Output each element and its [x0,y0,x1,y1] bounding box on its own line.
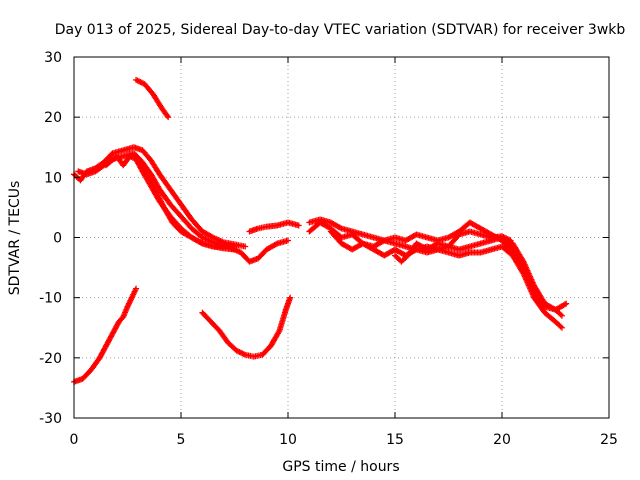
y-tick-label: 30 [44,50,62,66]
data-point [242,243,249,250]
data-point [165,114,172,121]
data-point [561,301,568,308]
series-arc-high [133,76,172,121]
y-axis-label: SDTVAR / TECUs [7,181,23,296]
y-tick-label: -10 [39,291,62,307]
y-tick-label: 0 [53,231,62,247]
data-point [272,241,279,248]
axes-ticks: 0 5 10 15 20 25 -30 -20 -10 0 10 20 30 [39,50,618,448]
data-point [557,311,564,318]
data-point [558,324,565,331]
data-point [558,312,565,319]
chart-title: Day 013 of 2025, Sidereal Day-to-day VTE… [55,22,626,38]
x-axis-label: GPS time / hours [282,459,399,475]
data-point [337,224,344,231]
y-tick-label: -20 [39,351,62,367]
data-point [295,222,302,229]
x-tick-label: 0 [70,432,79,448]
x-tick-label: 25 [600,432,618,448]
x-tick-label: 5 [177,432,186,448]
series-arc-mid-d [135,156,291,265]
data-point [563,300,570,307]
x-tick-label: 15 [386,432,404,448]
data-point [285,237,291,244]
data-point [507,237,514,244]
data-point [557,323,564,330]
y-tick-label: 20 [44,110,62,126]
data-point [198,239,205,246]
series-arc-low-rise [71,285,140,385]
y-tick-label: -30 [39,411,62,427]
series-arc-long-c [306,219,570,313]
data-series [71,76,570,385]
data-point [287,294,294,301]
series-arc-long-e [392,228,514,265]
x-tick-label: 10 [279,432,297,448]
series-arc-long-a [246,219,302,235]
series-arc-long-d [327,228,565,331]
series-arc-low-dip [199,294,294,360]
data-point [133,285,140,292]
data-point [164,112,171,119]
x-tick-label: 20 [493,432,511,448]
data-point [379,238,386,245]
y-tick-label: 10 [44,170,62,186]
